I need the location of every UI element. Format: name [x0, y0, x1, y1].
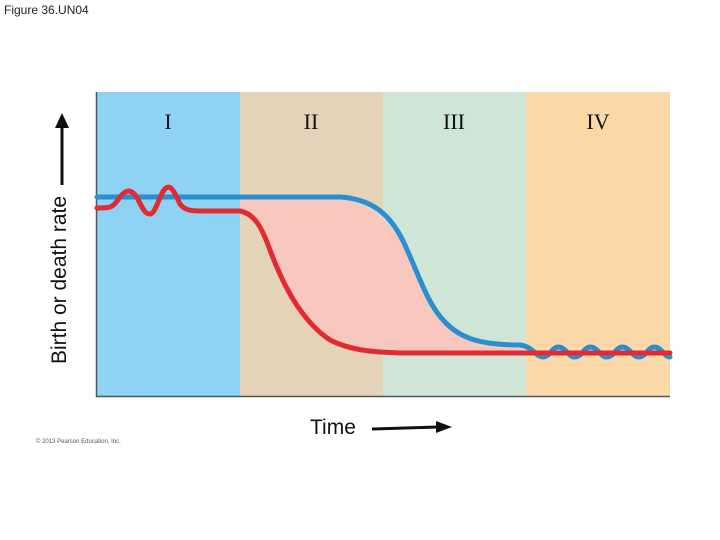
x-axis-label: Time — [310, 416, 356, 439]
stage-label-2: II — [304, 109, 319, 134]
copyright-notice: © 2013 Pearson Education, Inc. — [36, 439, 121, 445]
stage-1-background — [97, 92, 240, 396]
figure-caption: Figure 36.UN04 — [4, 3, 89, 17]
stage-label-1: I — [164, 109, 171, 134]
rate-gap-fill — [240, 197, 526, 353]
stage-label-3: III — [443, 109, 465, 134]
stage-4-background — [526, 92, 670, 396]
x-axis-arrow — [371, 421, 452, 433]
stage-label-4: IV — [586, 109, 609, 134]
y-axis-arrow — [55, 113, 69, 185]
death-rate-curve — [94, 184, 673, 356]
